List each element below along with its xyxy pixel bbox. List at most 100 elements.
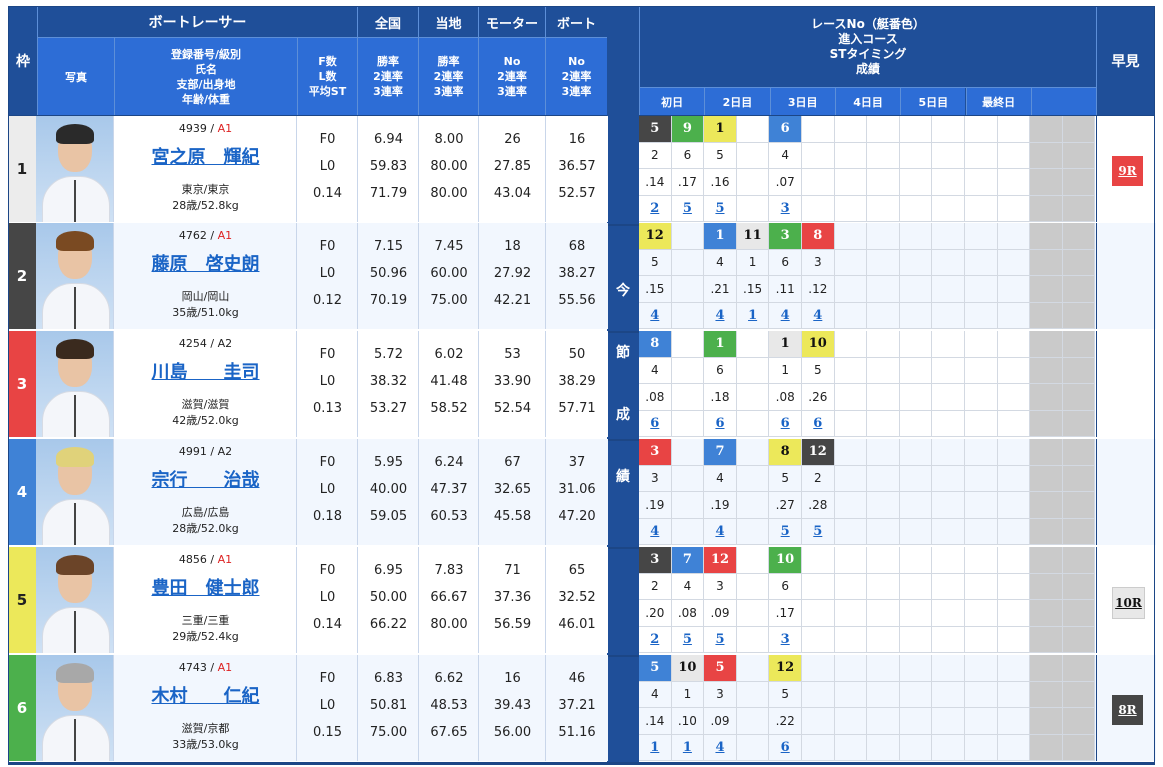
result-link[interactable]: 4 [704, 518, 737, 545]
result-link[interactable]: 5 [769, 518, 802, 545]
result-link[interactable]: 4 [704, 302, 737, 329]
st-timing: .20 [639, 600, 672, 627]
header-fl-line: F数 [318, 55, 337, 68]
header-photo: 写真 [37, 38, 114, 115]
grid-cell [965, 142, 998, 169]
grid-cell [867, 492, 900, 519]
racer-photo [36, 223, 113, 329]
race-number-badge: 8 [769, 439, 802, 466]
hayami-cell: 9R [1096, 116, 1156, 222]
grid-cell [997, 276, 1031, 303]
entry-course: 2 [802, 465, 835, 492]
grid-cell [736, 600, 770, 627]
racer-name-link[interactable]: 宗行 治哉 [151, 470, 260, 491]
stat-value: 59.05 [369, 509, 408, 524]
result-link[interactable]: 5 [704, 626, 737, 653]
result-link[interactable]: 5 [671, 626, 705, 653]
result-link[interactable]: 1 [736, 302, 770, 329]
tab-day-3: 3日目 [769, 88, 835, 115]
result-link[interactable]: 6 [639, 410, 672, 437]
racer-name-link[interactable]: 藤原 啓史朗 [151, 254, 260, 275]
result-link[interactable]: 4 [704, 734, 737, 761]
race-number-badge: 10 [802, 331, 835, 358]
result-link[interactable]: 5 [704, 195, 737, 222]
header-sub-line: 3連率 [497, 85, 527, 98]
grid-cell [867, 276, 900, 303]
racer-branch: 三重/三重 [181, 614, 230, 627]
racer-age-weight: 28歳/52.0kg [172, 522, 239, 535]
racer-name-link[interactable]: 豊田 健士郎 [151, 578, 260, 599]
racer-name-link[interactable]: 宮之原 輝紀 [151, 147, 260, 168]
grid-cell [965, 357, 998, 384]
result-link[interactable]: 6 [802, 410, 835, 437]
grid-cell [1062, 384, 1096, 411]
grid-cell [834, 626, 868, 653]
result-link[interactable]: 4 [639, 518, 672, 545]
stat-value: 71.79 [369, 186, 408, 201]
entry-course: 2 [639, 142, 672, 169]
racer-branch: 広島/広島 [181, 506, 230, 519]
result-link[interactable]: 3 [769, 626, 802, 653]
racer-branch: 滋賀/京都 [181, 722, 230, 735]
racer-name-link[interactable]: 川島 圭司 [151, 362, 260, 383]
grid-cell [1062, 276, 1096, 303]
stat-value: 47.37 [430, 482, 468, 497]
hayami-cell: 10R [1096, 547, 1156, 653]
stat-value: 80.00 [430, 617, 468, 632]
grid-cell [932, 249, 965, 276]
hayami-race-button[interactable]: 9R [1112, 156, 1143, 186]
grid-cell [802, 142, 835, 169]
st-timing: .08 [671, 600, 705, 627]
racer-name-link[interactable]: 木村 仁紀 [151, 686, 260, 707]
tab-day-2: 2日目 [704, 88, 770, 115]
stat-value: 66.67 [430, 590, 468, 605]
result-link[interactable]: 4 [769, 302, 802, 329]
result-link[interactable]: 4 [639, 302, 672, 329]
st-timing: .08 [639, 384, 672, 411]
racer-info: 4254 / A2 川島 圭司 滋賀/滋賀 42歳/52.0kg [113, 331, 297, 437]
header-info-line: 登録番号/級別 [170, 47, 242, 61]
result-link[interactable]: 2 [639, 626, 672, 653]
grid-cell [899, 708, 933, 735]
grid-cell [899, 439, 933, 466]
hayami-race-button[interactable]: 8R [1112, 695, 1143, 725]
stat-value: 0.18 [313, 509, 342, 524]
result-link[interactable]: 6 [769, 734, 802, 761]
waku-number: 3 [8, 331, 36, 437]
grid-cell [997, 331, 1031, 358]
header-local: 当地 [418, 7, 478, 38]
stat-value: 52.57 [558, 186, 596, 201]
entry-course: 4 [704, 465, 737, 492]
result-link[interactable]: 6 [769, 410, 802, 437]
entry-course: 4 [769, 142, 802, 169]
racer-info: 4743 / A1 木村 仁紀 滋賀/京都 33歳/53.0kg [113, 655, 297, 761]
hayami-race-button[interactable]: 10R [1112, 587, 1145, 619]
grid-cell [965, 492, 998, 519]
stat-value: 75.00 [369, 725, 408, 740]
grid-cell [802, 547, 835, 574]
result-link[interactable]: 1 [671, 734, 705, 761]
grid-cell [899, 331, 933, 358]
result-link[interactable]: 5 [802, 518, 835, 545]
reg-class: 4939 / A1 [178, 122, 233, 135]
result-link[interactable]: 4 [802, 302, 835, 329]
result-link[interactable]: 6 [704, 410, 737, 437]
grid-cell [932, 276, 965, 303]
race-number-badge: 8 [639, 331, 672, 358]
grid-cell [932, 223, 965, 250]
grid-cell [867, 681, 900, 708]
grid-cell [899, 492, 933, 519]
grid-cell [997, 547, 1031, 574]
grid-cell [867, 547, 900, 574]
grid-cell [671, 465, 705, 492]
header-sub-line: 勝率 [437, 55, 460, 68]
st-timing: .17 [671, 169, 705, 196]
result-link[interactable]: 5 [671, 195, 705, 222]
result-link[interactable]: 3 [769, 195, 802, 222]
result-link[interactable]: 2 [639, 195, 672, 222]
grid-cell [997, 708, 1031, 735]
header-motor: モーター [478, 7, 545, 38]
result-link[interactable]: 1 [639, 734, 672, 761]
boat-stats: 46 37.21 51.16 [545, 655, 608, 761]
reg-number: 4762 [178, 229, 207, 242]
